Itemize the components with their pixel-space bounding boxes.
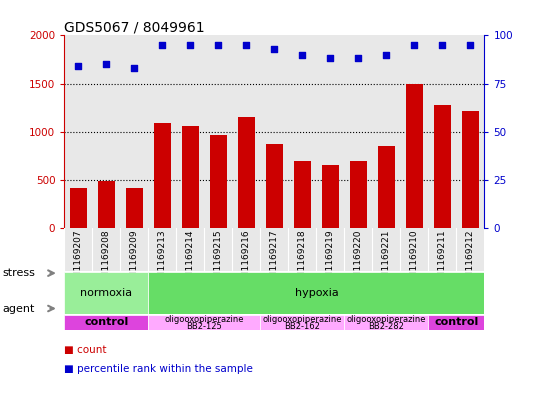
Bar [148, 272, 484, 314]
Text: GSM1169213: GSM1169213 [158, 229, 167, 290]
Text: GSM1169211: GSM1169211 [438, 229, 447, 290]
Point [186, 42, 195, 48]
Text: GDS5067 / 8049961: GDS5067 / 8049961 [64, 20, 205, 34]
Point [242, 42, 251, 48]
Bar [148, 315, 260, 330]
Bar [260, 315, 344, 330]
Bar [428, 315, 484, 330]
Point [438, 42, 447, 48]
Point [74, 63, 83, 69]
Bar [64, 272, 148, 314]
Text: normoxia: normoxia [80, 288, 133, 298]
Text: GSM1169212: GSM1169212 [466, 229, 475, 290]
Text: GSM1169219: GSM1169219 [326, 229, 335, 290]
Text: hypoxia: hypoxia [295, 288, 338, 298]
Point [158, 42, 167, 48]
Point [382, 51, 391, 58]
Bar [64, 315, 148, 330]
Text: GSM1169218: GSM1169218 [298, 229, 307, 290]
Point [354, 55, 363, 62]
Bar [70, 187, 87, 228]
Text: GSM1169221: GSM1169221 [382, 229, 391, 290]
Bar [238, 117, 255, 228]
Point [270, 46, 279, 52]
Text: oligooxopiperazine: oligooxopiperazine [347, 316, 426, 324]
Text: GSM1169209: GSM1169209 [130, 229, 139, 290]
Text: ■ percentile rank within the sample: ■ percentile rank within the sample [64, 364, 253, 375]
Bar [344, 315, 428, 330]
Bar [406, 84, 423, 228]
Bar [378, 146, 395, 228]
Bar [182, 126, 199, 228]
Point [326, 55, 335, 62]
Text: GSM1169217: GSM1169217 [270, 229, 279, 290]
Text: stress: stress [3, 268, 36, 278]
Text: BB2-125: BB2-125 [186, 322, 222, 331]
Point [410, 42, 419, 48]
Point [102, 61, 111, 67]
Text: GSM1169208: GSM1169208 [102, 229, 111, 290]
Point [214, 42, 223, 48]
Text: BB2-162: BB2-162 [284, 322, 320, 331]
Text: ■ count: ■ count [64, 345, 107, 355]
Bar [210, 134, 227, 228]
Text: GSM1169214: GSM1169214 [186, 229, 195, 290]
Point [130, 65, 139, 71]
Text: oligooxopiperazine: oligooxopiperazine [263, 316, 342, 324]
Point [466, 42, 475, 48]
Text: GSM1169220: GSM1169220 [354, 229, 363, 290]
Text: control: control [84, 317, 129, 327]
Text: GSM1169216: GSM1169216 [242, 229, 251, 290]
Bar [350, 160, 367, 228]
Text: BB2-282: BB2-282 [368, 322, 404, 331]
Text: GSM1169207: GSM1169207 [74, 229, 83, 290]
Text: control: control [434, 317, 479, 327]
Bar [266, 144, 283, 228]
Bar [154, 123, 171, 228]
Text: GSM1169215: GSM1169215 [214, 229, 223, 290]
Bar [294, 160, 311, 228]
Bar [126, 188, 143, 228]
Text: oligooxopiperazine: oligooxopiperazine [165, 316, 244, 324]
Text: agent: agent [3, 303, 35, 314]
Text: GSM1169210: GSM1169210 [410, 229, 419, 290]
Point [298, 51, 307, 58]
Bar [434, 105, 451, 228]
Bar [322, 165, 339, 228]
Bar [98, 181, 115, 228]
Bar [462, 112, 479, 228]
